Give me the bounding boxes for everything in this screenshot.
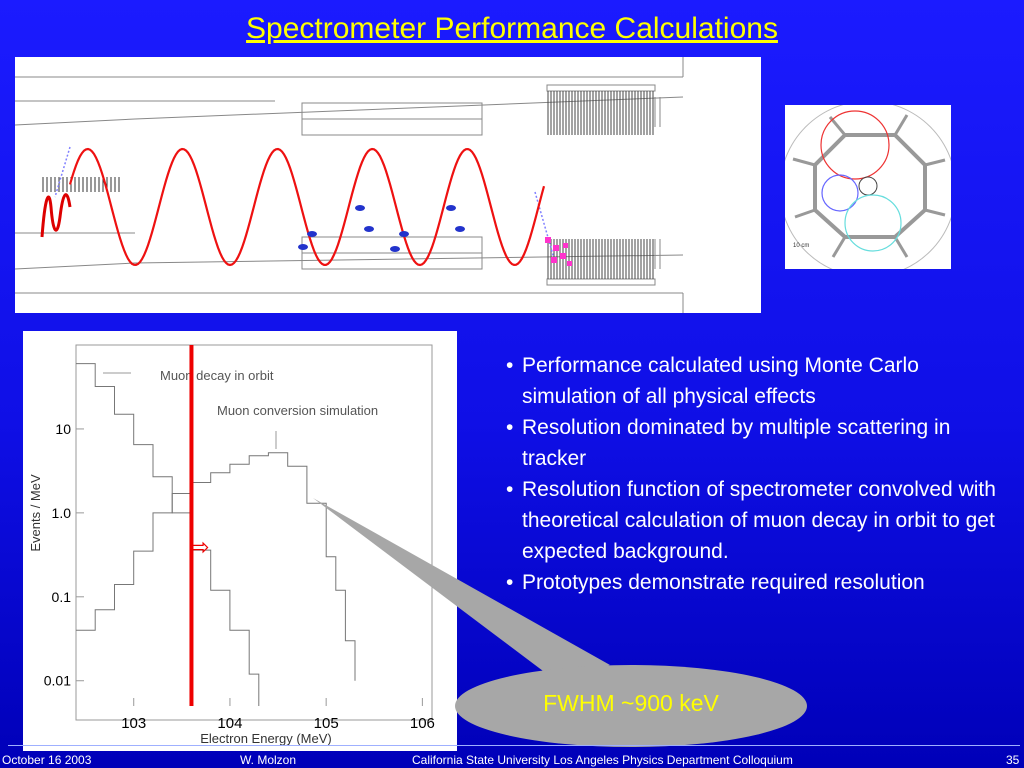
y-tick-label: 10 [55, 421, 71, 437]
bullet-item: Resolution function of spectrometer conv… [506, 474, 1016, 567]
cut-arrow-icon: ⇨ [189, 533, 209, 561]
bullet-list: Performance calculated using Monte Carlo… [506, 350, 1016, 598]
conversion-histogram [76, 452, 356, 681]
slide-title: Spectrometer Performance Calculations [246, 12, 778, 45]
plot-frame [75, 344, 433, 721]
x-tick-label: 104 [217, 715, 242, 732]
x-tick-label: 105 [314, 715, 339, 732]
x-tick-label: 106 [410, 715, 435, 732]
chart-svg: 0.01 0.1 1.0 10 103 104 105 106 Muon decay in … [28, 344, 435, 746]
footer-divider [8, 745, 1020, 746]
tracker-drawing [14, 57, 684, 313]
y-axis-label: Events / MeV [28, 474, 43, 552]
tracker-simulation-image [14, 57, 761, 313]
annotation-conversion: Muon conversion simulation [217, 403, 378, 418]
y-tick-label: 1.0 [52, 505, 72, 521]
footer-venue: California State University Los Angeles … [412, 753, 793, 767]
footer-author: W. Molzon [240, 753, 297, 767]
fwhm-callout-text: FWHM ~900 keV [543, 690, 719, 716]
bullet-item: Resolution dominated by multiple scatter… [506, 412, 1016, 474]
x-tick-label: 103 [121, 715, 146, 732]
x-axis-label: Electron Energy (MeV) [200, 731, 332, 746]
annotation-decay: Muon decay in orbit [160, 368, 274, 383]
scale-label: 10 cm [793, 243, 809, 249]
bullet-item: Prototypes demonstrate required resoluti… [506, 567, 1016, 598]
bullet-item: Performance calculated using Monte Carlo… [506, 350, 1016, 412]
footer-page-number: 35 [1006, 753, 1020, 767]
footer-date: October 16 2003 [2, 753, 92, 767]
y-tick-label: 0.01 [44, 673, 71, 689]
y-tick-label: 0.1 [52, 589, 72, 605]
fwhm-callout-bubble [455, 665, 807, 747]
